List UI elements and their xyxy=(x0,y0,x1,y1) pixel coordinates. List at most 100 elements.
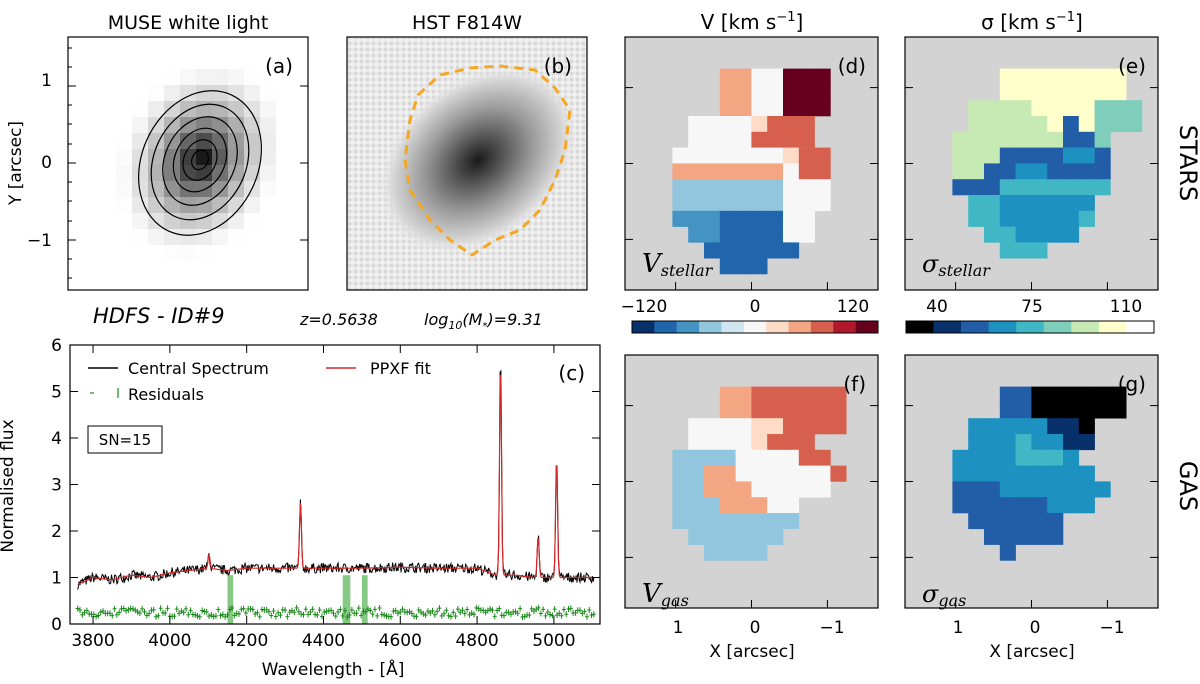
residual-point xyxy=(165,605,170,612)
panel-b-frame xyxy=(346,36,588,291)
map-spaxel xyxy=(1047,434,1064,451)
residual-point xyxy=(174,606,179,613)
map-spaxel xyxy=(751,147,768,164)
map-spaxel xyxy=(798,195,815,212)
residual-point xyxy=(488,605,493,612)
panel-e-letter: (e) xyxy=(1118,54,1146,78)
map-spaxel xyxy=(688,226,705,243)
map-spaxel xyxy=(984,497,1001,514)
residual-point xyxy=(375,612,380,619)
map-spaxel xyxy=(814,163,831,180)
residual-point xyxy=(308,608,313,615)
map-spaxel xyxy=(999,84,1016,101)
map-spaxel xyxy=(751,481,768,498)
contour-3 xyxy=(162,116,238,206)
map-spaxel xyxy=(704,179,721,196)
map-spaxel xyxy=(798,116,815,133)
hst-galaxy xyxy=(379,66,577,254)
residual-point xyxy=(77,607,82,614)
residual-point xyxy=(442,610,447,617)
map-spaxel xyxy=(1015,513,1032,530)
map-spaxel xyxy=(751,116,768,133)
map-spaxel xyxy=(968,210,985,227)
muse-pixel xyxy=(244,101,260,117)
panel-g xyxy=(904,354,1159,609)
map-spaxel xyxy=(704,449,721,466)
map-spaxel xyxy=(968,116,985,133)
map-spaxel xyxy=(735,131,752,148)
map-spaxel xyxy=(751,195,768,212)
sn-box xyxy=(87,425,163,454)
map-spaxel xyxy=(952,131,969,148)
row-label-gas: GAS xyxy=(1174,461,1200,511)
map-spaxel xyxy=(999,544,1016,561)
panel-b-letter: (b) xyxy=(544,54,572,78)
map-spaxel xyxy=(1047,497,1064,514)
map-spaxel xyxy=(798,163,815,180)
map-spaxel xyxy=(767,131,784,148)
map-spaxel xyxy=(719,513,736,530)
residual-point xyxy=(425,608,430,615)
contour-6 xyxy=(191,149,209,171)
map-spaxel xyxy=(751,242,768,259)
muse-pixel xyxy=(148,181,164,197)
residual-point xyxy=(393,607,398,614)
residual-point xyxy=(582,608,587,615)
map-spaxel xyxy=(1031,386,1048,403)
residual-point xyxy=(363,608,368,615)
residual-point xyxy=(296,608,301,615)
map-spaxel xyxy=(1063,163,1080,180)
residual-point xyxy=(209,611,214,618)
residual-point xyxy=(80,611,85,618)
map-spaxel xyxy=(704,242,721,259)
residual-point xyxy=(287,608,292,615)
map-spaxel xyxy=(1078,386,1095,403)
muse-pixel xyxy=(132,213,148,229)
map-spaxel xyxy=(783,131,800,148)
residual-point xyxy=(372,606,377,613)
vel-cbar-tick-1: 0 xyxy=(750,297,761,317)
map-spaxel xyxy=(1015,163,1032,180)
map-spaxel xyxy=(1063,386,1080,403)
contour-4 xyxy=(172,127,228,193)
muse-pixel xyxy=(164,85,180,101)
map-spaxel xyxy=(1015,131,1032,148)
map-spaxel xyxy=(735,226,752,243)
residual-point xyxy=(278,612,283,619)
map-spaxel xyxy=(1063,84,1080,101)
residual-point xyxy=(354,610,359,617)
map-spaxel xyxy=(1047,163,1064,180)
map-spaxel xyxy=(1063,465,1080,482)
map-spaxel xyxy=(798,481,815,498)
map-spaxel xyxy=(735,465,752,482)
residual-point xyxy=(232,612,237,619)
muse-pixel xyxy=(212,197,228,213)
map-spaxel xyxy=(719,147,736,164)
map-spaxel xyxy=(1078,147,1095,164)
map-spaxel xyxy=(999,226,1016,243)
residual-point xyxy=(589,612,594,619)
map-spaxel xyxy=(798,68,815,85)
map-spaxel xyxy=(767,386,784,403)
sig-cbar-tick-0: 40 xyxy=(926,297,948,317)
residual-point xyxy=(587,607,592,614)
residual-point xyxy=(349,607,354,614)
residual-point xyxy=(340,612,345,619)
muse-pixel xyxy=(212,229,228,245)
map-spaxel xyxy=(1015,210,1032,227)
muse-pixel xyxy=(260,133,276,149)
muse-pixel xyxy=(228,117,244,133)
map-spaxel xyxy=(688,116,705,133)
map-spaxel xyxy=(968,513,985,530)
map-spaxel xyxy=(688,434,705,451)
residual-point xyxy=(204,608,209,615)
residual-point xyxy=(508,611,513,618)
map-spaxel xyxy=(830,465,847,482)
residual-point xyxy=(200,607,205,614)
map-spaxel xyxy=(999,402,1016,419)
map-spaxel xyxy=(704,465,721,482)
muse-pixel xyxy=(148,229,164,245)
map-spaxel xyxy=(719,179,736,196)
